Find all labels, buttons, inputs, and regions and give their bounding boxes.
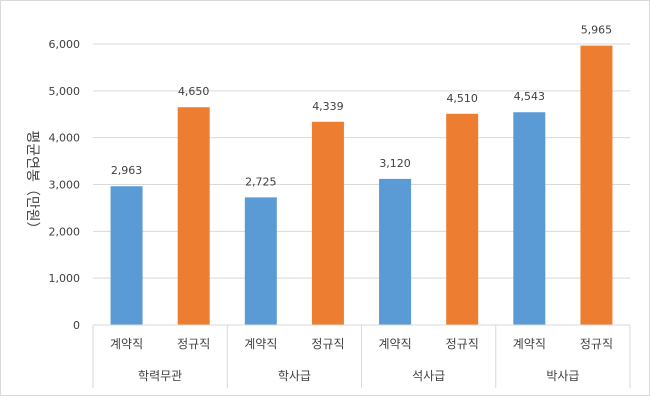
data-label: 4,650 [178,85,210,98]
x-subcategory-label: 정규직 [311,337,344,351]
x-group-label: 석사급 [412,369,445,383]
data-label: 4,543 [514,90,546,103]
bar-계약직-석사급 [379,178,412,325]
y-tick-label: 0 [73,319,80,332]
data-label: 4,510 [446,92,478,105]
y-axis-label: 평균연봉（만원） [24,130,40,235]
x-subcategory-label: 정규직 [177,337,210,351]
x-subcategory-label: 계약직 [379,336,412,351]
bar-계약직-박사급 [513,112,546,325]
y-tick-label: 6,000 [49,38,81,51]
x-group-label: 학사급 [278,369,311,383]
x-group-label: 박사급 [546,369,579,383]
bar-계약직-학력무관 [110,186,143,325]
data-label: 5,965 [581,24,613,37]
x-subcategory-label: 정규직 [446,337,479,351]
y-tick-label: 1,000 [49,272,81,285]
x-subcategory-label: 계약직 [513,336,546,351]
bar-정규직-학력무관 [177,107,210,325]
bar-정규직-박사급 [580,45,613,326]
y-tick-label: 4,000 [49,132,81,145]
data-labels: 2,963 4,650 2,725 4,339 3,120 4,510 4,543 5,965 [111,24,612,189]
bar-정규직-학사급 [311,121,344,326]
bar-정규직-석사급 [446,113,479,325]
x-group-label: 학력무관 [138,369,182,383]
x-subcategory-label: 정규직 [580,337,613,351]
data-label: 2,725 [245,175,277,188]
y-tick-labels: 0 1,000 2,000 3,000 4,000 5,000 6,000 [49,38,81,332]
data-label: 3,120 [379,157,411,170]
x-subcategory-label: 계약직 [110,336,143,351]
data-label: 2,963 [111,164,143,177]
x-subcategory-label: 계약직 [244,336,277,351]
y-tick-label: 2,000 [49,225,81,238]
data-label: 4,339 [312,100,344,113]
y-tick-label: 3,000 [49,179,81,192]
y-tick-label: 5,000 [49,85,81,98]
bars [110,45,613,326]
bar-계약직-학사급 [244,197,277,325]
